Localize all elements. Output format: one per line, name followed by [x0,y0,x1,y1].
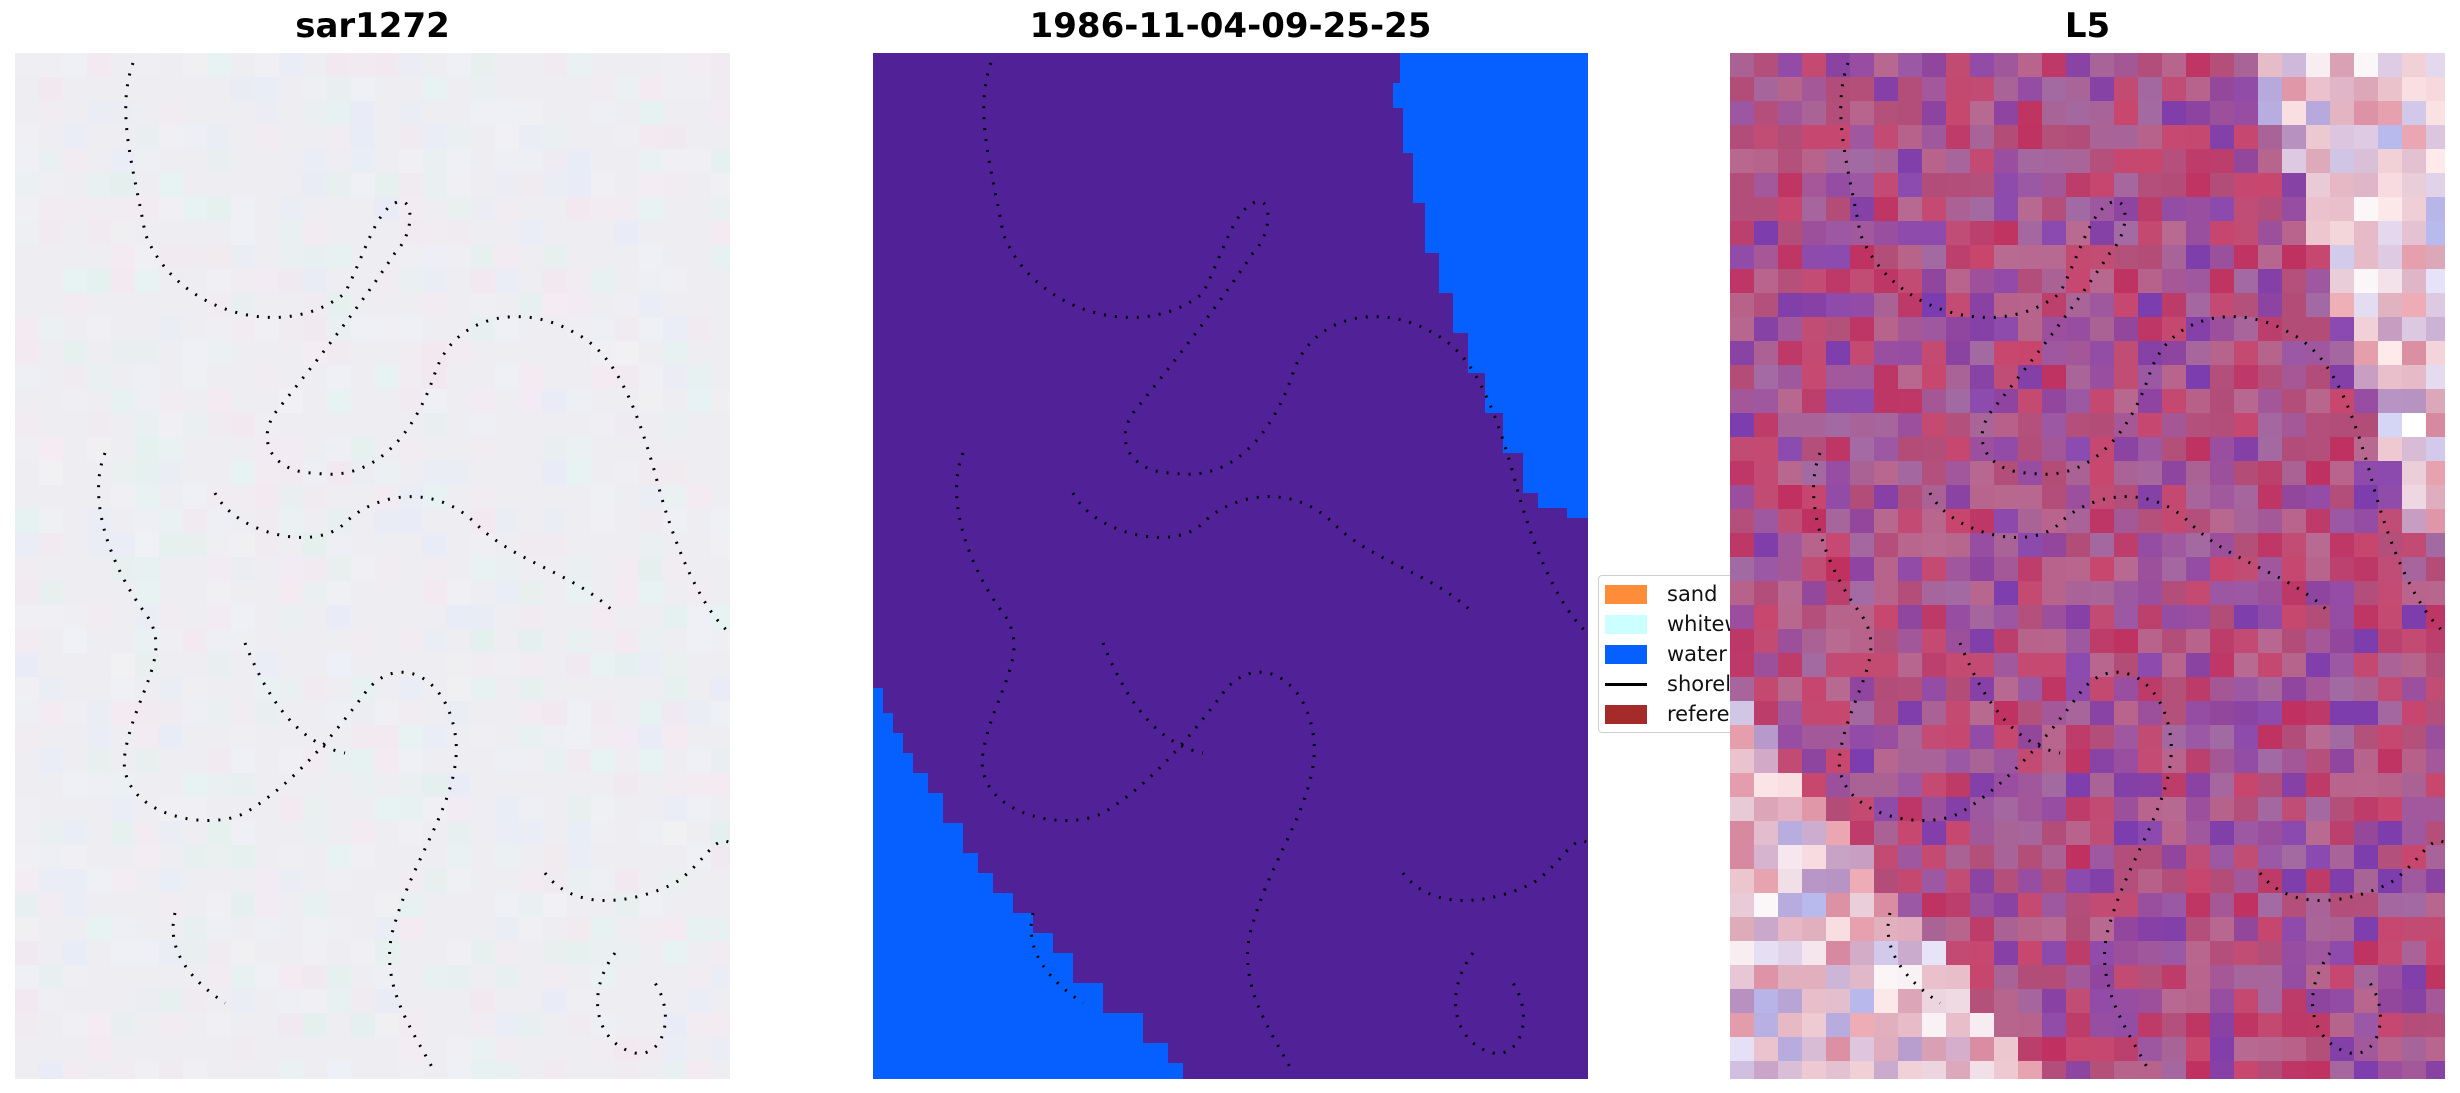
sar-image [15,53,730,1079]
legend-item-sand: sand [1605,581,1717,607]
legend-label-whitewater: whitew [1667,612,1738,636]
legend-label-shoreline: shorel [1667,672,1732,696]
legend-swatch-sand [1605,584,1647,604]
legend-swatch-whitewater [1605,614,1647,634]
legend-swatch-shoreline [1605,682,1647,686]
panel-title-sar1272: sar1272 [295,6,450,46]
water-region-top-right [1393,53,1588,518]
panel-title-l5: L5 [2064,6,2111,46]
legend-swatch-water [1605,644,1647,664]
legend-label-water: water [1667,642,1727,666]
classification-map [873,53,1588,1079]
classification-panel [873,53,1588,1079]
panel-title-date: 1986-11-04-09-25-25 [1029,6,1432,46]
legend-item-reference: referen [1605,701,1738,727]
water-region-bottom-left [873,688,1183,1079]
l5-image-panel [1730,53,2445,1079]
legend-label-reference: referen [1667,702,1738,726]
sar-image-panel [15,53,730,1079]
legend-item-shoreline: shorel [1605,671,1731,697]
legend-item-water: water [1605,641,1727,667]
legend: sand whitew water shorel referen [1598,575,1738,733]
legend-label-sand: sand [1667,582,1718,606]
l5-image [1730,53,2445,1079]
legend-item-whitewater: whitew [1605,611,1738,637]
legend-swatch-reference [1605,704,1647,724]
